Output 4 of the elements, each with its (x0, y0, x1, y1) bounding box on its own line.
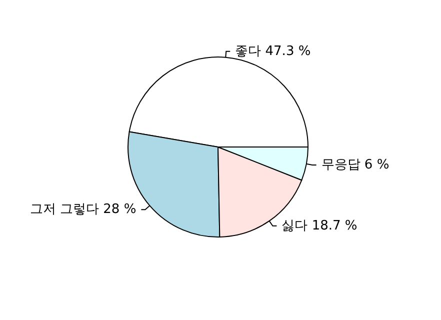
slice-label: 무응답 6 % (321, 157, 390, 172)
slice-label: 좋다 47.3 % (235, 44, 311, 59)
slice-label: 그저 그렇다 28 % (30, 202, 136, 218)
slice-label: 싫다 18.7 % (282, 218, 358, 234)
